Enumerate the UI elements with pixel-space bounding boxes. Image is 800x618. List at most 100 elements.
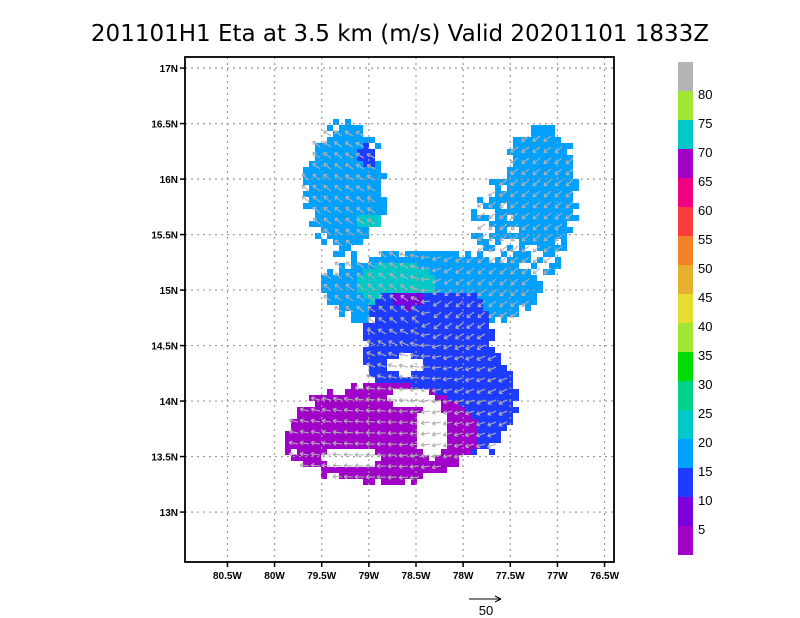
wind-vector bbox=[409, 341, 420, 347]
wind-vector bbox=[354, 452, 365, 458]
field-cell bbox=[297, 413, 303, 419]
wind-vector bbox=[532, 256, 541, 264]
field-cell bbox=[375, 293, 381, 299]
field-cell bbox=[465, 311, 471, 317]
field-cell bbox=[471, 389, 477, 395]
field-cell bbox=[543, 239, 549, 245]
field-cell bbox=[375, 323, 381, 329]
field-cell bbox=[483, 257, 489, 263]
wind-vector bbox=[400, 305, 409, 313]
field-cell bbox=[309, 443, 315, 449]
field-cell bbox=[417, 269, 423, 275]
field-cell bbox=[369, 413, 375, 419]
field-cell bbox=[519, 167, 525, 173]
field-cell bbox=[483, 365, 489, 371]
field-cell bbox=[357, 155, 363, 161]
wind-vector bbox=[409, 364, 420, 369]
field-cell bbox=[543, 251, 549, 257]
wind-vector bbox=[343, 452, 354, 458]
field-cell bbox=[387, 347, 393, 353]
wind-vector bbox=[332, 407, 343, 413]
field-cell bbox=[549, 197, 555, 203]
field-cell bbox=[381, 203, 387, 209]
wind-vector bbox=[365, 463, 375, 469]
field-cell bbox=[399, 299, 405, 305]
wind-vector bbox=[310, 396, 321, 401]
wind-vector bbox=[344, 152, 354, 159]
field-cell bbox=[507, 149, 513, 155]
field-cell bbox=[525, 251, 531, 257]
field-cell bbox=[369, 179, 375, 185]
field-cell bbox=[405, 443, 411, 449]
wind-vector bbox=[476, 443, 486, 449]
field-cell bbox=[375, 203, 381, 209]
field-cell bbox=[507, 209, 513, 215]
field-cell bbox=[321, 167, 327, 173]
wind-vector bbox=[464, 377, 475, 383]
field-cell bbox=[537, 197, 543, 203]
field-cell bbox=[309, 437, 315, 443]
field-cell bbox=[561, 227, 567, 233]
field-cell bbox=[393, 455, 399, 461]
field-cell bbox=[459, 443, 465, 449]
field-cell bbox=[375, 167, 381, 173]
field-cell bbox=[495, 437, 501, 443]
wind-vector bbox=[387, 362, 398, 368]
field-cell bbox=[309, 185, 315, 191]
field-cell bbox=[333, 437, 339, 443]
field-cell bbox=[555, 263, 561, 269]
field-cell bbox=[339, 227, 345, 233]
field-cell bbox=[507, 401, 513, 407]
field-cell bbox=[315, 185, 321, 191]
field-cell bbox=[495, 227, 501, 233]
field-cell bbox=[375, 191, 381, 197]
field-cell bbox=[501, 395, 507, 401]
field-cell bbox=[381, 437, 387, 443]
field-cell bbox=[393, 317, 399, 323]
field-cell bbox=[561, 161, 567, 167]
field-cell bbox=[465, 341, 471, 347]
field-cell bbox=[447, 395, 453, 401]
field-cell bbox=[447, 329, 453, 335]
wind-vector bbox=[476, 212, 486, 219]
field-cell bbox=[381, 479, 387, 485]
wind-vector bbox=[398, 363, 409, 369]
wind-vector bbox=[565, 179, 574, 187]
field-cell bbox=[423, 257, 429, 263]
field-cell bbox=[423, 305, 429, 311]
field-cell bbox=[507, 269, 513, 275]
field-cell bbox=[351, 437, 357, 443]
wind-vector bbox=[332, 429, 343, 435]
wind-vector bbox=[554, 212, 563, 220]
field-cell bbox=[339, 125, 345, 131]
wind-vector bbox=[420, 254, 431, 260]
wind-vector bbox=[376, 408, 387, 414]
field-cell bbox=[339, 239, 345, 245]
field-cell bbox=[345, 167, 351, 173]
wind-vector bbox=[321, 418, 332, 424]
field-cell bbox=[339, 233, 345, 239]
field-cell bbox=[489, 179, 495, 185]
wind-vector bbox=[532, 190, 541, 198]
field-cell bbox=[381, 473, 387, 479]
field-cell bbox=[519, 161, 525, 167]
field-cell bbox=[435, 395, 441, 401]
wind-vector bbox=[521, 190, 530, 198]
field-cell bbox=[435, 383, 441, 389]
field-cell bbox=[345, 221, 351, 227]
field-cell bbox=[465, 305, 471, 311]
field-cell bbox=[555, 245, 561, 251]
field-cell bbox=[297, 425, 303, 431]
field-cell bbox=[357, 431, 363, 437]
wind-vector bbox=[356, 294, 365, 302]
field-cell bbox=[567, 227, 573, 233]
field-cell bbox=[519, 233, 525, 239]
wind-vector bbox=[334, 217, 343, 225]
wind-vector bbox=[345, 217, 354, 225]
field-cell bbox=[453, 407, 459, 413]
wind-vector bbox=[465, 388, 475, 394]
field-cell bbox=[393, 449, 399, 455]
field-cell bbox=[345, 419, 351, 425]
field-cell bbox=[441, 371, 447, 377]
field-cell bbox=[369, 335, 375, 341]
